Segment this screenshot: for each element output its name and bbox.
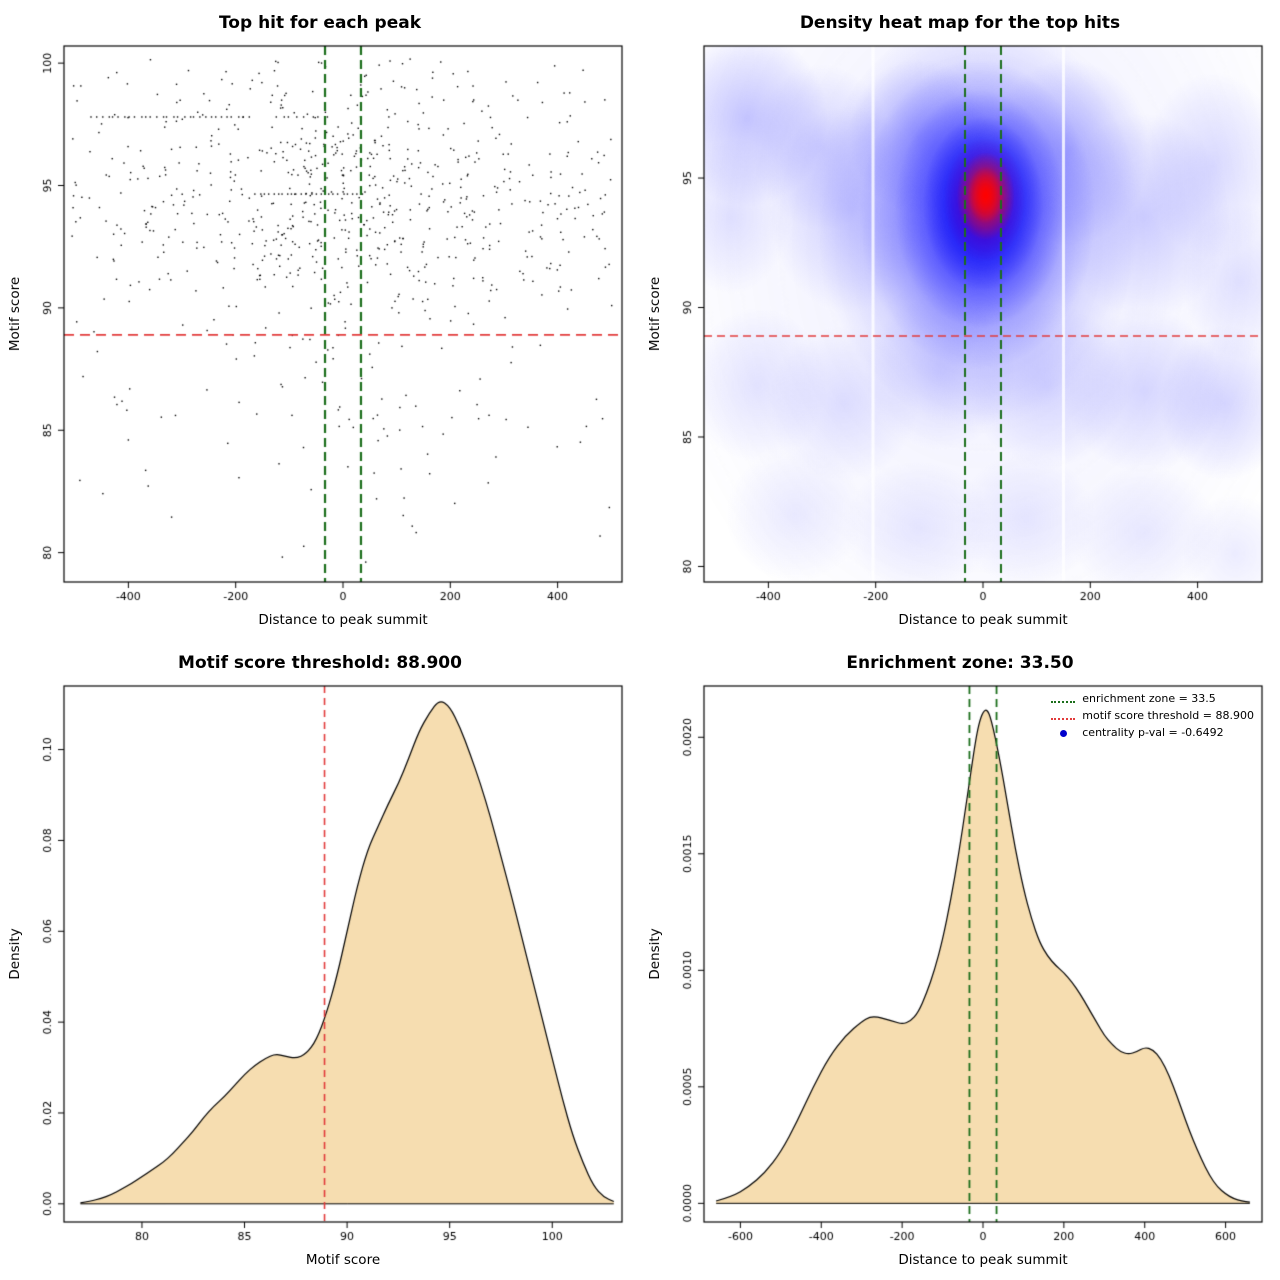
scatter-ylabel: Motif score bbox=[7, 276, 23, 352]
legend-item-enrichment-zone: enrichment zone = 33.5 bbox=[1051, 692, 1254, 705]
green-dotted-line-swatch bbox=[1051, 701, 1076, 703]
panel-density-heatmap: Density heat map for the top hits Distan… bbox=[640, 0, 1280, 640]
heatmap-title: Density heat map for the top hits bbox=[799, 13, 1121, 33]
score-density-ylabel: Density bbox=[7, 928, 23, 980]
legend-label: motif score threshold = 88.900 bbox=[1082, 709, 1254, 722]
panel-top-hit-scatter: Top hit for each peak Distance to peak s… bbox=[0, 0, 640, 640]
legend: enrichment zone = 33.5 motif score thres… bbox=[1051, 692, 1254, 739]
scatter-plot-canvas bbox=[0, 0, 640, 640]
heatmap-ylabel: Motif score bbox=[647, 276, 663, 352]
legend-label: centrality p-val = -0.6492 bbox=[1082, 726, 1224, 739]
enrichment-zone-xlabel: Distance to peak summit bbox=[898, 1252, 1068, 1268]
score-density-xlabel: Motif score bbox=[305, 1252, 381, 1268]
panel-motif-score-density: Motif score threshold: 88.900 Motif scor… bbox=[0, 640, 640, 1280]
score-density-canvas bbox=[0, 640, 640, 1280]
score-density-title: Motif score threshold: 88.900 bbox=[178, 653, 462, 673]
enrichment-zone-title: Enrichment zone: 33.50 bbox=[846, 653, 1074, 673]
legend-item-centrality-pval: centrality p-val = -0.6492 bbox=[1051, 726, 1254, 739]
legend-item-motif-score-threshold: motif score threshold = 88.900 bbox=[1051, 709, 1254, 722]
distance-density-canvas bbox=[640, 640, 1280, 1280]
legend-label: enrichment zone = 33.5 bbox=[1082, 692, 1216, 705]
red-dotted-line-swatch bbox=[1051, 718, 1076, 720]
enrichment-zone-ylabel: Density bbox=[647, 928, 663, 980]
heatmap-plot-canvas bbox=[640, 0, 1280, 640]
heatmap-xlabel: Distance to peak summit bbox=[898, 612, 1068, 628]
scatter-xlabel: Distance to peak summit bbox=[258, 612, 428, 628]
blue-point-swatch bbox=[1051, 728, 1075, 738]
scatter-title: Top hit for each peak bbox=[218, 13, 422, 33]
panel-enrichment-zone-density: Enrichment zone: 33.50 Distance to peak … bbox=[640, 640, 1280, 1280]
